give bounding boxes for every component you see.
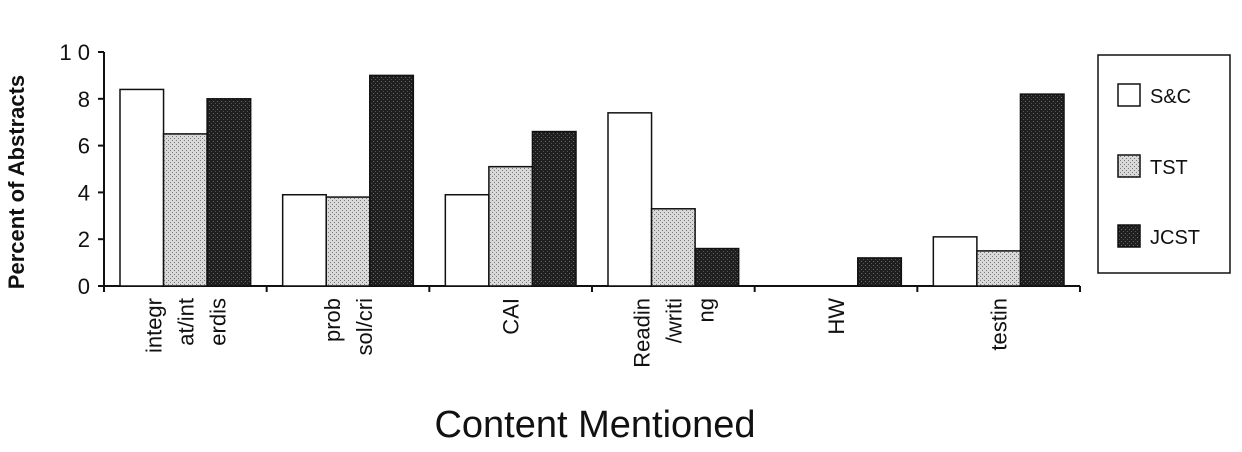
x-axis (103, 285, 1081, 292)
y-tick-label: 8 (78, 87, 90, 112)
y-tick-label: 4 (78, 180, 90, 205)
y-axis: 0 2 4 6 8 1 0 (59, 40, 105, 299)
category-label: prob (320, 298, 345, 342)
category-label: at/int (173, 298, 198, 346)
bar-jcst-2 (531, 130, 577, 287)
legend: S&C TST JCST (1097, 54, 1231, 274)
bar-tst-0 (162, 133, 208, 287)
category-label: erdis (205, 298, 230, 346)
bar-tst-3 (650, 208, 696, 287)
y-tick-label: 0 (78, 274, 90, 299)
y-tick-label: 6 (78, 134, 90, 159)
category-label: sol/cri (352, 298, 377, 355)
legend-label: TST (1150, 157, 1188, 179)
bar-sc-3 (607, 112, 653, 287)
x-axis-title: Content Mentioned (434, 404, 755, 446)
bar-jcst-5 (1019, 93, 1065, 287)
bar-jcst-1 (369, 74, 415, 287)
bar-jcst-3 (694, 247, 740, 287)
y-tick-label: 2 (78, 227, 90, 252)
legend-label: S&C (1150, 86, 1191, 108)
bar-sc-0 (119, 88, 165, 287)
bar-tst-2 (488, 165, 534, 287)
category-label: integr (141, 298, 166, 353)
bar-jcst-4 (857, 257, 903, 287)
legend-swatch-jcst (1117, 224, 1141, 248)
category-label: testin (987, 298, 1012, 351)
bar-sc-1 (281, 193, 327, 287)
y-tick-label: 1 0 (59, 40, 90, 65)
bar-tst-5 (976, 250, 1022, 287)
legend-swatch-tst (1117, 154, 1141, 178)
y-axis-title-text: Percent of Abstracts (4, 75, 29, 289)
legend-swatch-sc (1117, 83, 1141, 107)
bar-sc-5 (932, 236, 978, 287)
category-label: ng (693, 298, 718, 322)
bars-group (119, 74, 1065, 287)
category-label: HW (824, 298, 849, 335)
category-label: /writi (661, 298, 686, 343)
bar-jcst-0 (206, 98, 252, 287)
y-axis-title: Percent of Abstracts (4, 75, 29, 289)
legend-label: JCST (1150, 227, 1200, 249)
category-label: Readin (629, 298, 654, 368)
category-labels: integr at/int erdis prob sol/cri CAI Readin/wr… (141, 298, 1011, 368)
bar-sc-2 (444, 193, 490, 287)
bar-tst-1 (325, 196, 371, 287)
category-label: CAI (499, 298, 524, 335)
